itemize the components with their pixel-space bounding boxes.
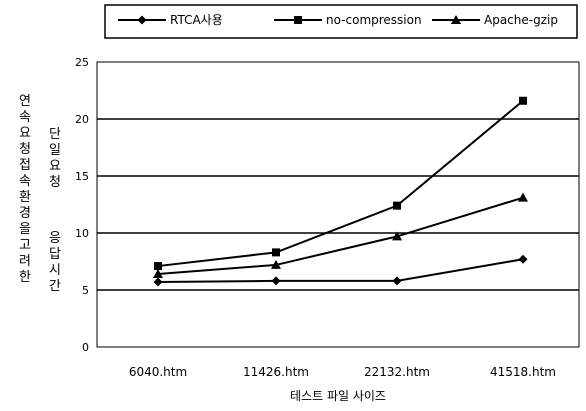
y-tick-label: 20 — [75, 113, 89, 126]
data-point-diamond — [153, 277, 163, 287]
data-point-triangle — [392, 231, 402, 241]
legend-marker-diamond — [137, 15, 147, 25]
y-axis-title-char: 을 — [19, 222, 31, 237]
y-tick-label: 10 — [75, 227, 89, 240]
y-axis-title-char: 려 — [19, 254, 31, 269]
series-line-diamond — [157, 258, 524, 284]
y-tick-label: 15 — [75, 170, 89, 183]
legend-marker-square — [294, 16, 302, 24]
legend-label: Apache-gzip — [484, 13, 558, 27]
y-tick-label: 5 — [82, 284, 89, 297]
y-axis-title-char: 요 — [19, 126, 31, 141]
data-point-square — [154, 262, 162, 271]
data-point-square — [272, 248, 280, 257]
y-axis-title-char: 접 — [19, 158, 31, 173]
x-tick-label: 22132.htm — [364, 365, 430, 379]
data-point-square — [519, 96, 527, 105]
y-axis-title-char: 시 — [49, 263, 61, 278]
y-axis-title-char: 연 — [19, 94, 31, 109]
y-tick-label: 25 — [75, 56, 89, 69]
x-axis-title: 테스트 파일 사이즈 — [290, 389, 386, 403]
legend: RTCA사용 no-compression Apache-gzip — [118, 13, 558, 27]
data-point-diamond — [392, 276, 402, 286]
x-axis-ticks: 6040.htm 11426.htm 22132.htm 41518.htm — [129, 365, 556, 379]
y-axis-title-char: 답 — [49, 247, 61, 262]
data-point-square — [393, 201, 401, 210]
legend-label: RTCA사용 — [170, 13, 223, 27]
y-axis-title-char: 한 — [19, 270, 31, 285]
y-tick-label: 0 — [82, 341, 89, 354]
data-point-diamond — [271, 276, 281, 286]
data-point-triangle — [271, 259, 281, 269]
legend-box — [104, 4, 578, 39]
y-axis-title-char: 청 — [19, 142, 31, 157]
y-axis-title-char: 간 — [49, 279, 61, 294]
plot-area — [96, 61, 580, 348]
y-axis-title-char: 일 — [49, 143, 61, 158]
x-tick-label: 41518.htm — [490, 365, 556, 379]
y-axis-title-char: 속 — [19, 110, 31, 125]
y-axis-title-char: 요 — [49, 159, 61, 174]
series-line-square — [157, 99, 524, 268]
y-axis-title-char: 속 — [19, 174, 31, 189]
series-group — [153, 96, 528, 287]
data-point-triangle — [518, 192, 528, 202]
data-point-diamond — [518, 254, 528, 264]
y-axis-title-char: 환 — [19, 190, 31, 205]
y-axis-title-char: 단 — [49, 127, 61, 142]
series-line-triangle — [157, 196, 524, 276]
y-axis-title-char: 경 — [19, 206, 31, 221]
x-tick-label: 6040.htm — [129, 365, 187, 379]
y-axis-ticks: 0 5 10 15 20 25 — [75, 56, 89, 354]
data-point-triangle — [153, 269, 163, 279]
y-axis-title-char: 고 — [19, 238, 31, 253]
gridlines — [97, 118, 579, 291]
x-tick-label: 11426.htm — [243, 365, 309, 379]
legend-label: no-compression — [326, 13, 422, 27]
y-axis-title-char: 응 — [49, 231, 61, 246]
y-axis-title-char: 청 — [49, 175, 61, 190]
legend-marker-triangle — [451, 15, 461, 24]
